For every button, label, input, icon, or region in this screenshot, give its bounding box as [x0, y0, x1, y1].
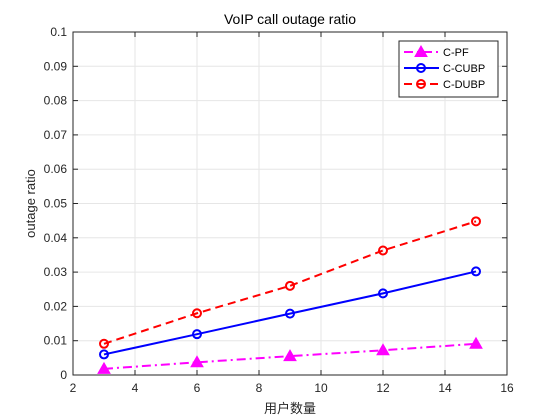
series-line-c-dubp: [103, 220, 477, 345]
x-tick-label: 4: [132, 381, 139, 395]
y-tick-label: 0.1: [50, 25, 67, 39]
data-point-c-cubp: [99, 349, 109, 360]
data-point-c-cubp: [471, 266, 481, 277]
chart-title: VoIP call outage ratio: [224, 11, 356, 27]
x-tick-label: 8: [256, 381, 263, 395]
series-c-pf: [97, 336, 483, 374]
x-tick-label: 12: [376, 381, 390, 395]
data-point-c-dubp: [192, 308, 202, 319]
data-point-c-pf: [283, 349, 297, 362]
data-point-c-dubp: [285, 280, 295, 291]
x-tick-label: 6: [194, 381, 201, 395]
y-tick-label: 0: [60, 368, 67, 382]
y-tick-label: 0.09: [44, 59, 68, 73]
y-axis-label: outage ratio: [23, 169, 38, 238]
grid: [72, 31, 508, 376]
series-c-cubp: [99, 266, 481, 360]
y-tick-label: 0.03: [44, 265, 68, 279]
data-point-c-cubp: [192, 329, 202, 340]
data-point-c-pf: [469, 336, 483, 349]
legend: C-PF C-CUBP C-DUBP: [398, 40, 499, 98]
y-tick-label: 0.05: [44, 197, 68, 211]
legend-marker-c-pf: [414, 44, 428, 57]
x-tick-label: 16: [500, 381, 514, 395]
legend-label-c-pf: C-PF: [443, 47, 469, 59]
x-axis-label: 用户数量: [264, 401, 316, 416]
x-tick-label: 2: [70, 381, 77, 395]
data-point-c-pf: [97, 361, 111, 374]
data-point-c-cubp: [285, 308, 295, 319]
series-line-c-cubp: [103, 270, 477, 356]
y-tick-label: 0.01: [44, 334, 68, 348]
series-line-c-pf: [103, 342, 477, 370]
legend-label-c-dubp: C-DUBP: [443, 79, 485, 91]
data-point-c-cubp: [378, 288, 388, 299]
y-tick-label: 0.02: [44, 299, 68, 313]
data-point-c-pf: [190, 355, 204, 368]
y-tick-label: 0.08: [44, 94, 68, 108]
x-tick-label: 10: [314, 381, 328, 395]
y-tick-label: 0.07: [44, 128, 68, 142]
data-point-c-dubp: [378, 245, 388, 256]
y-tick-label: 0.04: [44, 231, 68, 245]
axis-ticks: 2 4 6 8 10 12 14 16 0 0.01 0.02 0.03 0.04 0.05 0.06 0.0…: [44, 25, 514, 395]
data-point-c-dubp: [471, 216, 481, 227]
series-c-dubp: [99, 216, 481, 349]
data-point-c-dubp: [99, 338, 109, 349]
legend-marker-c-dubp: [416, 79, 426, 89]
y-tick-label: 0.06: [44, 162, 68, 176]
series-layer: [97, 216, 483, 374]
x-tick-label: 14: [438, 381, 452, 395]
legend-marker-c-cubp: [416, 63, 426, 73]
legend-label-c-cubp: C-CUBP: [443, 63, 485, 75]
data-point-c-pf: [376, 343, 390, 356]
